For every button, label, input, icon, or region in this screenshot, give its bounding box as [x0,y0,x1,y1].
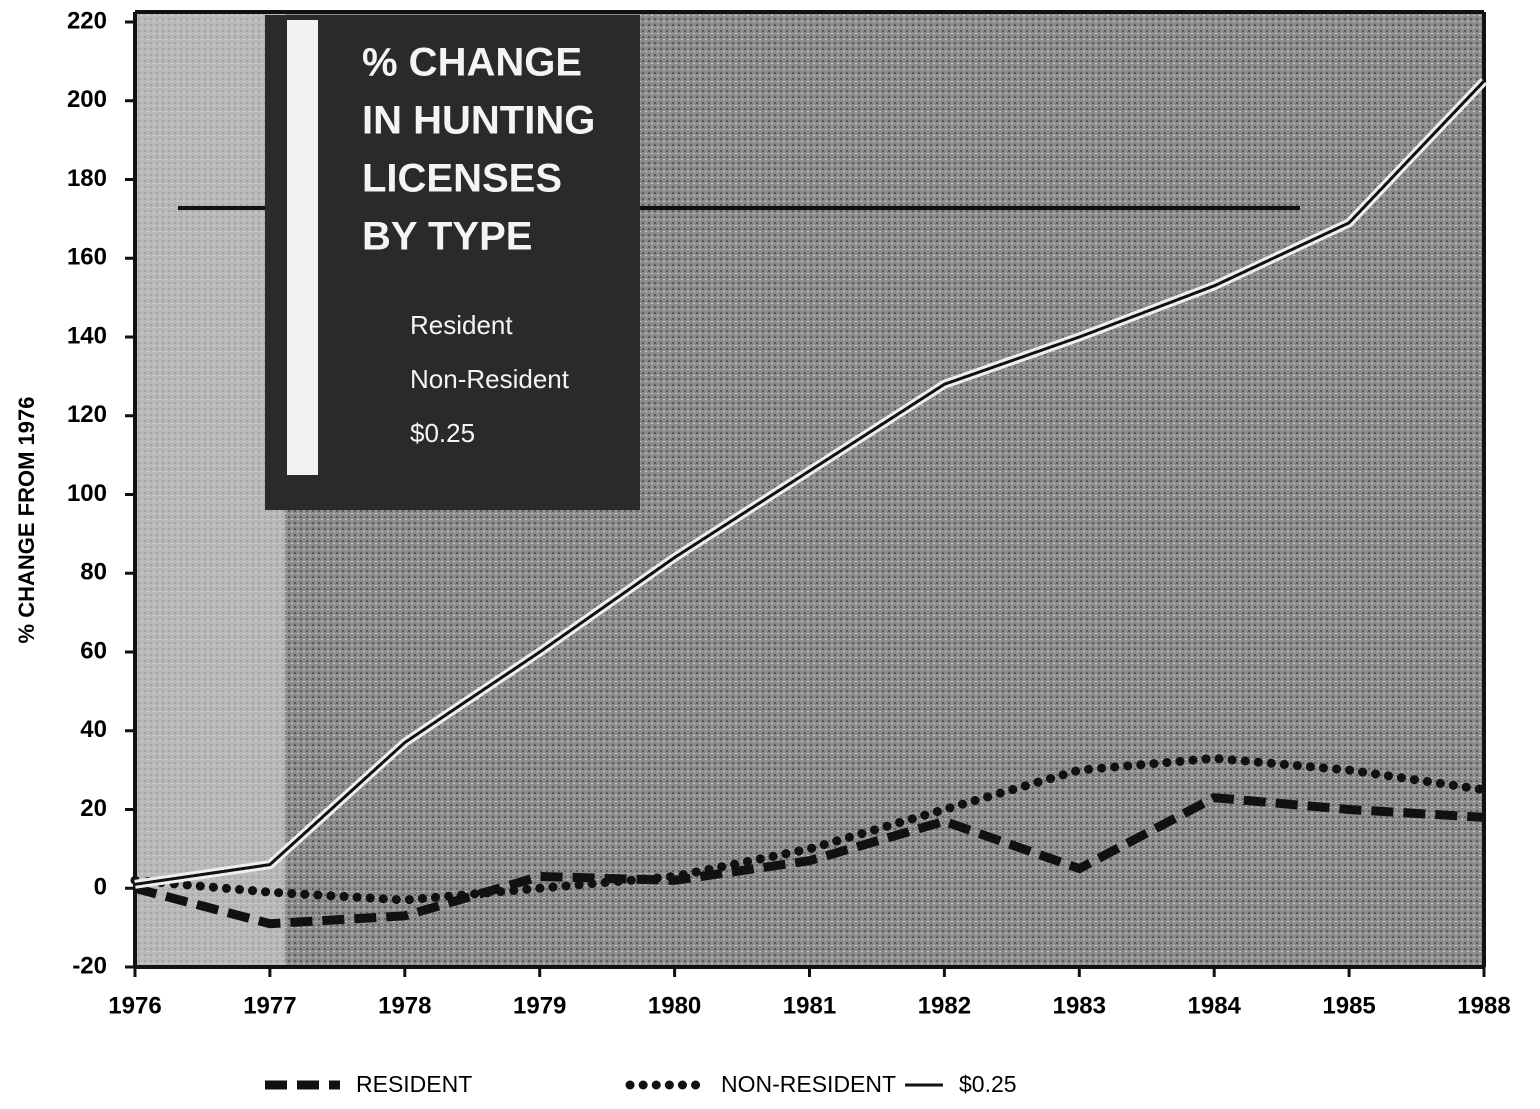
chart-title: % CHANGE [362,41,582,85]
y-axis-label: % CHANGE FROM 1976 [14,397,39,644]
x-tick-label: 1982 [918,992,971,1019]
y-tick-label: 120 [67,401,107,428]
x-tick-label: 1985 [1322,992,1375,1019]
x-tick-label: 1978 [378,992,431,1019]
x-tick-label: 1977 [243,992,296,1019]
faded-area [135,12,285,967]
inset-item: Non-Resident [410,364,570,394]
x-tick-label: 1981 [783,992,836,1019]
y-tick-label: 200 [67,86,107,113]
legend-label: $0.25 [959,1071,1017,1097]
page: % CHANGE FROM 1976 -20 0 20 40 60 80 100 120 140… [0,0,1540,1109]
y-tick-label: -20 [72,952,107,979]
y-tick-label: 40 [80,716,107,743]
chart: % CHANGE FROM 1976 -20 0 20 40 60 80 100 120 140… [0,0,1540,1109]
inset-item: $0.25 [410,418,475,448]
y-tick-label: 20 [80,795,107,822]
y-tick-label: 80 [80,559,107,586]
legend-label: RESIDENT [356,1071,472,1097]
x-tick-label: 1984 [1188,992,1242,1019]
inset-bar [287,20,318,475]
y-tick-label: 100 [67,480,107,507]
chart-title: IN HUNTING [362,99,595,143]
x-tick-label: 1980 [648,992,701,1019]
x-tick-label: 1979 [513,992,566,1019]
y-tick-label: 160 [67,244,107,271]
x-tick-label: 1983 [1053,992,1106,1019]
y-tick-label: 180 [67,165,107,192]
x-tick-label: 1976 [108,992,161,1019]
inset-item: Resident [410,310,513,340]
y-tick-label: 0 [94,874,107,901]
chart-title: LICENSES [362,157,562,201]
chart-title: BY TYPE [362,215,532,259]
x-tick-label: 1988 [1457,992,1510,1019]
y-tick-label: 60 [80,637,107,664]
legend-label: NON-RESIDENT [721,1071,896,1097]
y-tick-label: 220 [67,7,107,34]
y-tick-label: 140 [67,322,107,349]
